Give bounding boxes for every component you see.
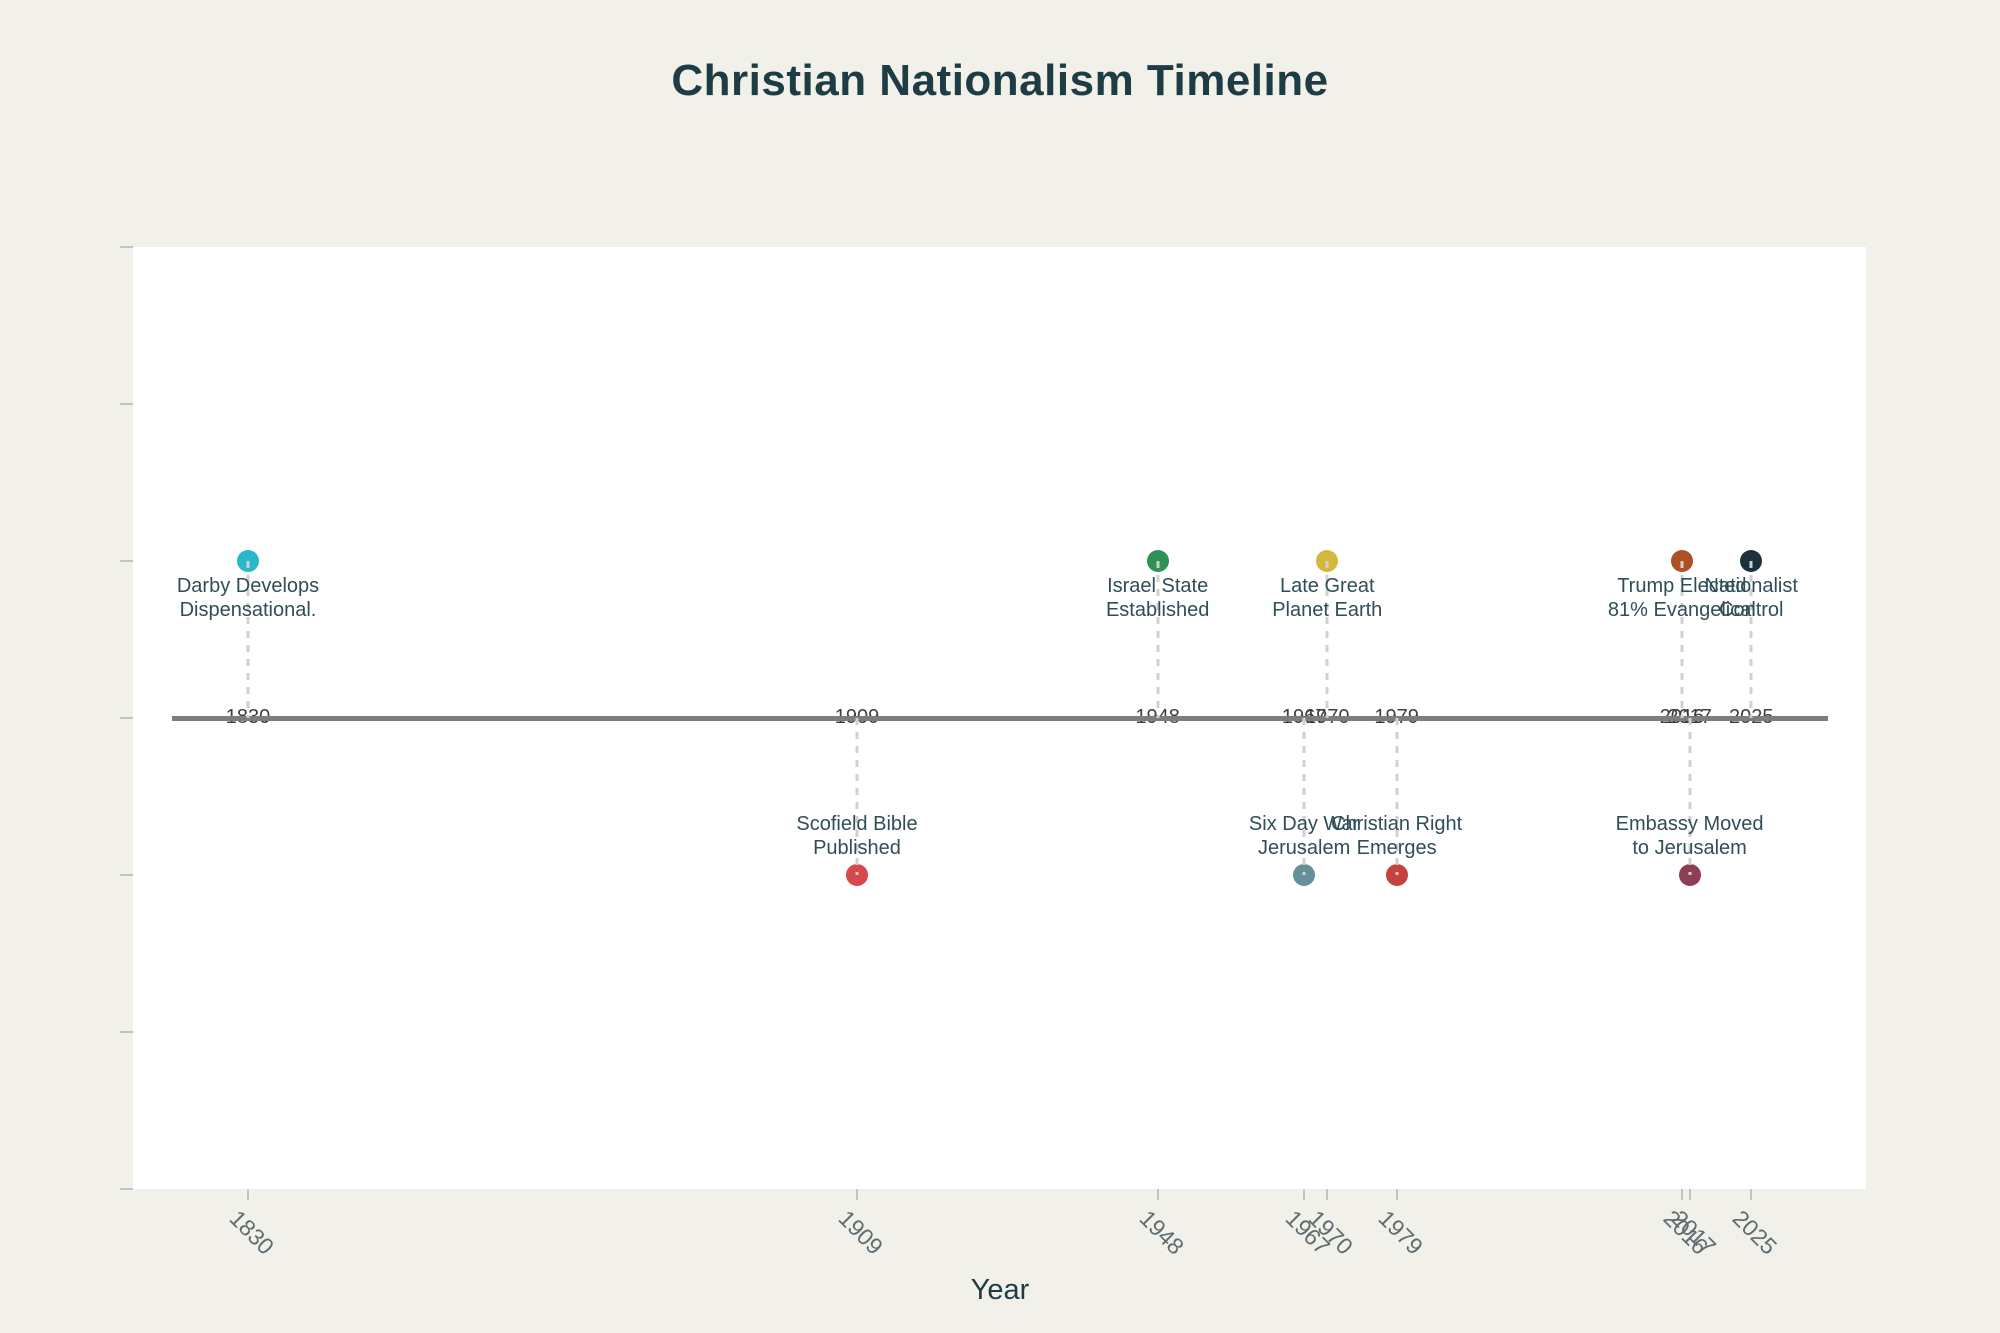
event-dot: [1293, 864, 1316, 886]
x-tick: [1156, 1189, 1159, 1200]
event-label: Darby Develops Dispensational.: [177, 574, 319, 622]
timeline-baseline: [172, 716, 1828, 721]
event-label: Christian Right Emerges: [1331, 812, 1462, 860]
event-label-line: Late Great: [1279, 575, 1375, 597]
x-tick: [1688, 1189, 1691, 1200]
event-dot: [1678, 864, 1701, 886]
x-tick: [1750, 1189, 1753, 1200]
x-tick: [1326, 1189, 1329, 1200]
event-label: Scofield Bible Published: [796, 812, 917, 860]
event-label-line: Jerusalem: [1257, 837, 1351, 859]
event-connector: [1302, 718, 1306, 875]
event-connector: [855, 718, 859, 875]
x-tick-label: 1909: [833, 1205, 889, 1260]
x-tick: [247, 1189, 249, 1200]
event-label-line: Emerges: [1356, 837, 1437, 859]
x-tick: [1680, 1189, 1683, 1200]
x-tick-label: 1830: [224, 1205, 280, 1260]
y-tick: [120, 246, 133, 248]
x-tick: [856, 1189, 858, 1200]
event-label-line: to Jerusalem: [1632, 837, 1747, 859]
x-tick: [1303, 1189, 1306, 1200]
event-connector: [1680, 561, 1684, 718]
event-dot: [1385, 864, 1408, 886]
event-label-line: Israel State: [1107, 575, 1209, 597]
y-tick: [120, 403, 133, 405]
event-connector: [1395, 718, 1399, 875]
y-tick: [120, 1188, 133, 1190]
event-connector: [246, 561, 250, 718]
event-connector: [1156, 561, 1160, 718]
x-tick-label: 2025: [1727, 1205, 1783, 1260]
event-label-line: 81% Evangelical: [1607, 599, 1756, 621]
event-label: Embassy Moved to Jerusalem: [1616, 812, 1764, 860]
event-label: Israel State Established: [1106, 574, 1209, 622]
event-label-line: Scofield Bible: [796, 813, 918, 835]
event-label-line: Established: [1105, 599, 1210, 621]
event-label-line: Dispensational.: [179, 599, 317, 621]
event-label-line: Christian Right: [1331, 813, 1463, 835]
y-tick: [120, 874, 133, 876]
event-label-line: Planet Earth: [1272, 599, 1383, 621]
event-label-line: Control: [1719, 599, 1784, 621]
event-connector: [1749, 561, 1753, 718]
x-tick: [1395, 1189, 1398, 1200]
x-tick-label: 1979: [1373, 1205, 1428, 1260]
x-tick-label: 1948: [1134, 1205, 1189, 1260]
event-label-line: Published: [813, 837, 901, 859]
event-label: Late Great Planet Earth: [1272, 574, 1382, 622]
y-tick: [120, 560, 133, 562]
event-label-line: Six Day War: [1248, 813, 1360, 835]
event-label-line: Nationalist: [1704, 575, 1798, 597]
event-connector: [1325, 561, 1329, 718]
event-label-line: Trump Elected: [1617, 575, 1747, 597]
y-tick: [120, 1031, 133, 1033]
event-connector: [1688, 718, 1692, 875]
event-dot: [846, 864, 868, 886]
chart-title: Christian Nationalism Timeline: [671, 56, 1329, 105]
event-label-line: Darby Develops: [176, 575, 320, 597]
event-label-line: Embassy Moved: [1615, 813, 1764, 835]
x-axis-title: Year: [970, 1274, 1030, 1306]
event-label: Trump Elected 81% Evangelical: [1608, 574, 1756, 622]
y-tick: [120, 717, 133, 719]
event-label: Six Day War Jerusalem: [1249, 812, 1359, 860]
event-label: Nationalist Control: [1705, 574, 1798, 622]
